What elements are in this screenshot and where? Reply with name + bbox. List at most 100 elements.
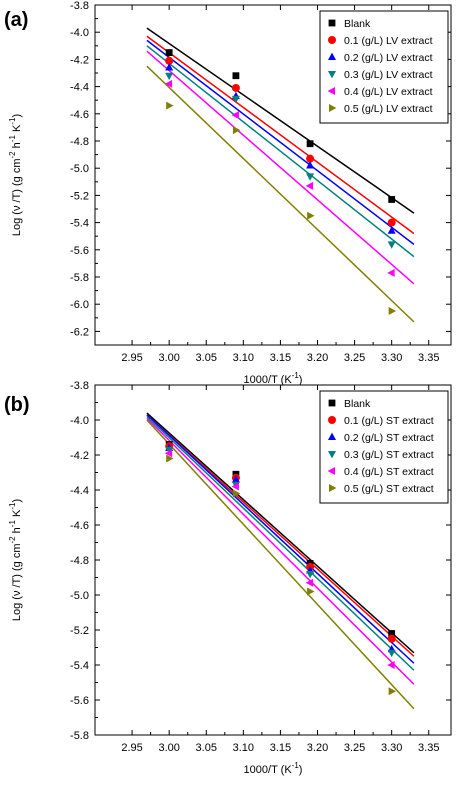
y-tick-label: -4.8	[70, 555, 89, 567]
y-tick-label: -5.6	[70, 245, 89, 257]
data-point-s4-3	[387, 661, 395, 669]
legend-entry-0: Blank	[344, 18, 371, 30]
data-point-s2-1	[231, 475, 240, 483]
chart-panel-b: (b) 2.95 3.00 3.05 3.10 3.15 3.20 3.25 3.30 3.35 -…	[4, 380, 452, 776]
legend-entry-0: Blank	[344, 398, 371, 410]
legend-entry-4: 0.4 (g/L) ST extract	[344, 466, 434, 478]
data-point-s1-3	[387, 634, 396, 643]
legend-marker-2	[328, 432, 336, 440]
fit-line-1	[146, 414, 415, 657]
x-tick-label: 3.15	[270, 742, 291, 754]
x-axis-title-main: 1000/T (K	[244, 374, 293, 386]
y-axis-title-ylabel_mid2: K	[11, 124, 23, 135]
y-axis-title-ylabel_sup2: -1	[8, 520, 17, 528]
y-axis-title-ylabel_sup3: -1	[8, 502, 17, 510]
fit-line-4	[146, 50, 415, 285]
data-point-s2-0	[165, 63, 174, 71]
data-point-s2-3	[387, 226, 396, 234]
y-axis-title-ylabel_mid: h	[11, 527, 23, 536]
legend-box	[319, 390, 449, 504]
x-tick-label: 3.15	[270, 352, 291, 364]
legend-marker-5	[329, 104, 337, 112]
x-axis-title-tail: )	[299, 764, 303, 776]
y-axis-title: Log (ν /T) (g cm-2 h-1 K-1)	[8, 499, 23, 621]
legend-marker-3	[328, 71, 336, 79]
x-tick-label: 2.95	[121, 742, 142, 754]
data-point-s4-0	[164, 449, 173, 458]
data-point-s3-0	[165, 72, 174, 81]
legend-entry-1: 0.1 (g/L) ST extract	[344, 415, 434, 427]
y-tick-label: -4.2	[70, 54, 89, 66]
data-point-s0-3	[388, 196, 396, 203]
x-tick-label: 3.05	[196, 352, 217, 364]
legend-marker-4	[327, 87, 335, 95]
x-axis-title: 1000/T (K-1)	[244, 371, 303, 386]
data-point-s5-2	[307, 211, 315, 220]
data-point-s1-0	[165, 56, 174, 65]
plot-frame	[94, 4, 452, 346]
legend-marker-1	[328, 416, 336, 424]
data-point-s3-2	[306, 173, 315, 181]
x-axis-title-tail: )	[299, 374, 303, 386]
data-point-s5-1	[232, 489, 241, 498]
data-point-s1-1	[231, 83, 240, 92]
x-axis-title: 1000/T (K-1)	[244, 761, 303, 776]
legend-marker-1	[328, 36, 336, 44]
y-tick-label: -5.0	[70, 590, 89, 602]
data-point-s2-2	[306, 161, 315, 169]
y-tick-label: -4.2	[70, 450, 89, 462]
x-tick-label: 3.00	[158, 352, 179, 364]
y-axis-title-ylabel_sup1: -2	[8, 536, 17, 544]
data-point-s5-1	[232, 126, 241, 135]
x-tick-label: 3.10	[233, 742, 254, 754]
panel-label: (a)	[4, 9, 28, 31]
y-tick-label: -3.8	[70, 380, 89, 392]
x-axis-title-sup: -1	[292, 761, 300, 770]
data-point-s4-1	[231, 482, 239, 491]
x-tick-label: 3.25	[344, 352, 365, 364]
x-axis-title-sup: -1	[292, 371, 300, 380]
legend-entry-3: 0.3 (g/L) ST extract	[344, 449, 434, 461]
x-tick-label: 3.10	[233, 352, 254, 364]
fit-line-3	[146, 45, 415, 258]
y-tick-label: -5.6	[70, 695, 89, 707]
data-point-s3-3	[387, 241, 396, 249]
data-point-s4-2	[305, 578, 314, 587]
y-tick-label: -6.2	[70, 326, 89, 338]
panel-label: (b)	[4, 394, 30, 416]
y-axis-title-ylabel_sup3: -1	[8, 117, 17, 125]
data-point-s5-0	[166, 101, 174, 110]
fit-line-5	[146, 419, 415, 710]
x-tick-label: 3.30	[381, 742, 402, 754]
legend-entry-5: 0.5 (g/L) LV extract	[344, 103, 433, 115]
legend-marker-0	[328, 19, 336, 27]
data-point-s4-3	[387, 268, 395, 277]
legend-entry-4: 0.4 (g/L) LV extract	[344, 86, 433, 98]
x-tick-label: 3.35	[418, 742, 439, 754]
y-tick-label: -4.4	[70, 82, 89, 94]
y-tick-label: -4.8	[70, 136, 89, 148]
data-point-s4-1	[231, 111, 239, 120]
x-tick-label: 3.25	[344, 742, 365, 754]
fit-line-2	[146, 39, 415, 245]
y-tick-label: -4.6	[70, 520, 89, 532]
data-point-s5-3	[388, 687, 397, 696]
x-tick-label: 3.30	[381, 352, 402, 364]
fit-line-2	[146, 414, 415, 664]
y-tick-label: -4.4	[70, 485, 89, 497]
y-tick-label: -5.4	[70, 218, 89, 230]
legend-marker-2	[328, 52, 336, 60]
legend-marker-3	[328, 451, 336, 459]
fit-line-5	[146, 65, 415, 323]
data-point-s4-2	[305, 181, 314, 190]
legend-marker-4	[327, 467, 335, 475]
data-point-s0-0	[165, 49, 173, 56]
y-tick-label: -5.8	[70, 730, 89, 742]
x-tick-label: 3.35	[418, 352, 439, 364]
y-tick-label: -5.8	[70, 272, 89, 284]
y-axis-title-ylabel: Log (ν /T) (g cm	[11, 159, 23, 237]
data-point-s1-2	[306, 154, 315, 163]
data-point-s3-0	[165, 446, 174, 455]
